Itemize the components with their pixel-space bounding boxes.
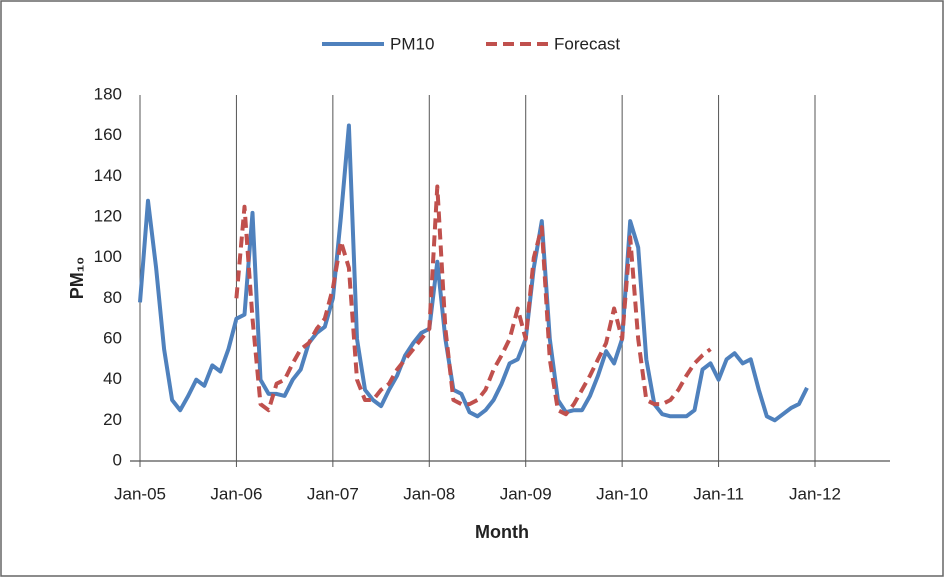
legend-label: Forecast — [554, 34, 620, 53]
y-axis-title: PM₁₀ — [67, 257, 87, 300]
x-tick-label: Jan-05 — [114, 484, 166, 503]
y-tick-label: 180 — [94, 84, 122, 103]
y-tick-label: 160 — [94, 125, 122, 144]
x-tick-label: Jan-11 — [693, 484, 744, 503]
x-tick-label: Jan-08 — [403, 484, 455, 503]
y-tick-label: 0 — [113, 450, 122, 469]
legend-label: PM10 — [390, 34, 434, 53]
y-tick-label: 100 — [94, 247, 122, 266]
y-tick-label: 120 — [94, 206, 122, 225]
y-tick-label: 40 — [103, 369, 122, 388]
x-tick-label: Jan-10 — [596, 484, 648, 503]
x-axis-title: Month — [475, 522, 529, 542]
x-tick-label: Jan-12 — [789, 484, 841, 503]
y-tick-label: 140 — [94, 166, 122, 185]
y-tick-label: 60 — [103, 328, 122, 347]
x-tick-label: Jan-07 — [307, 484, 359, 503]
y-tick-label: 20 — [103, 410, 122, 429]
x-tick-label: Jan-09 — [500, 484, 552, 503]
x-tick-label: Jan-06 — [210, 484, 262, 503]
y-tick-label: 80 — [103, 288, 122, 307]
series-line — [138, 123, 809, 423]
series-line — [234, 184, 712, 417]
